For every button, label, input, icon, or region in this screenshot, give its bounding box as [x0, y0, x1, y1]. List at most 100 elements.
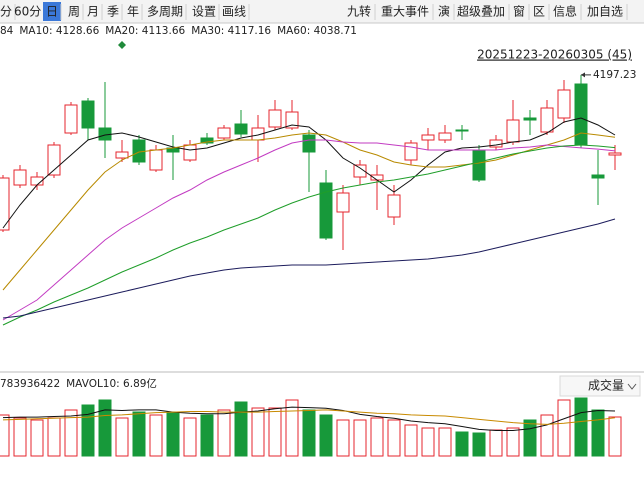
- mavol-line: [2, 406, 616, 431]
- toolbar-tab[interactable]: 画线: [222, 5, 246, 19]
- candle-body: [353, 164, 367, 178]
- volume-bar: [574, 397, 588, 457]
- candle-body: [438, 132, 452, 141]
- candle-body: [336, 192, 350, 213]
- toolbar-button[interactable]: 演: [438, 4, 450, 19]
- toolbar-tab[interactable]: 多周期: [147, 5, 183, 19]
- volume-bar: [47, 417, 61, 457]
- mavol-line: [2, 409, 616, 425]
- ma-line: [2, 139, 616, 321]
- volume-bar: [115, 417, 129, 457]
- volume-bar: [370, 417, 384, 457]
- volume-bar: [268, 407, 282, 457]
- ma-line: [2, 132, 616, 291]
- volume-bar: [166, 411, 180, 457]
- ma-legend: MA60: 4038.71: [277, 25, 357, 37]
- volume-bar: [438, 427, 452, 457]
- volume-bar: [506, 427, 520, 457]
- volume-bar: [302, 409, 316, 457]
- candle-body: [13, 169, 27, 186]
- date-range: 20251223-20260305 (45): [477, 48, 632, 62]
- volume-bar: [98, 399, 112, 457]
- candle-body: [132, 139, 146, 163]
- toolbar-button[interactable]: 信息: [553, 4, 577, 19]
- volume-bar: [591, 409, 605, 457]
- toolbar-tab[interactable]: 年: [127, 5, 139, 19]
- ma-legend: MA30: 4117.16: [191, 25, 271, 37]
- toolbar-tab[interactable]: 分: [0, 5, 12, 19]
- ma-legend: MA20: 4113.66: [105, 25, 185, 37]
- volume-bar: [81, 404, 95, 457]
- volume-bar: [523, 419, 537, 457]
- toolbar-tab[interactable]: 设置: [192, 5, 216, 19]
- candle-body: [523, 117, 537, 121]
- volume-bar: [455, 431, 469, 457]
- toolbar-button[interactable]: 超级叠加: [457, 4, 505, 19]
- volume-bar: [557, 399, 571, 457]
- volume-selector[interactable]: [559, 375, 641, 397]
- volume-selector-label[interactable]: 成交量: [588, 378, 624, 393]
- toolbar-tab[interactable]: 周: [68, 5, 80, 19]
- max-arrow: [581, 72, 585, 78]
- mavol-legend: MAVOL10: 6.89亿: [66, 377, 157, 390]
- candle-body: [200, 137, 214, 144]
- candle-body: [268, 109, 282, 128]
- volume-bar: [234, 401, 248, 457]
- volume-bar: [404, 424, 418, 457]
- volume-bar: [200, 414, 214, 457]
- tab-selected[interactable]: [43, 2, 62, 21]
- candle-body: [540, 107, 554, 133]
- candle-body: [506, 119, 520, 143]
- candle-body: [81, 100, 95, 129]
- ma-legend: 84: [0, 25, 14, 37]
- candle-body: [574, 83, 588, 146]
- volume-bar: [421, 427, 435, 457]
- toolbar-button[interactable]: 重大事件: [381, 5, 429, 19]
- toolbar-button[interactable]: 区: [533, 5, 545, 19]
- toolbar-tab[interactable]: 60分: [14, 5, 41, 19]
- toolbar: [0, 0, 644, 23]
- toolbar-tab[interactable]: 月: [87, 5, 99, 19]
- volume-bar: [472, 432, 486, 457]
- toolbar-tab[interactable]: 季: [107, 5, 119, 19]
- volume-bar: [608, 416, 622, 457]
- volume-bar: [489, 429, 503, 457]
- candle-body: [115, 151, 129, 159]
- volume-bar: [285, 399, 299, 457]
- candle-body: [557, 89, 571, 119]
- dropdown-arrow: [627, 383, 637, 390]
- volume-bar: [540, 414, 554, 457]
- volume-bar: [336, 419, 350, 457]
- toolbar-tab[interactable]: 日: [46, 5, 58, 19]
- candle-body: [455, 129, 469, 132]
- ma-line: [2, 144, 616, 326]
- volume-bar: [319, 414, 333, 457]
- candle-body: [149, 149, 163, 171]
- volume-bar: [183, 417, 197, 457]
- candle-body: [472, 149, 486, 181]
- volume-bar: [149, 414, 163, 457]
- candle-body: [302, 134, 316, 153]
- volume-bar: [132, 411, 146, 457]
- mavol-legend: 783936422: [0, 378, 60, 390]
- candle-body: [98, 127, 112, 141]
- candle-body: [608, 152, 622, 156]
- candle-body: [234, 123, 248, 135]
- volume-bar: [387, 419, 401, 457]
- candle-body: [0, 177, 10, 231]
- toolbar-button[interactable]: 九转: [347, 4, 371, 19]
- volume-bar: [251, 407, 265, 457]
- candle-body: [421, 134, 435, 141]
- volume-bar: [353, 419, 367, 457]
- volume-bar: [0, 414, 10, 457]
- toolbar-button[interactable]: 窗: [513, 5, 525, 19]
- max-label: 4197.23: [593, 69, 636, 81]
- toolbar-button[interactable]: 加自选: [587, 5, 623, 19]
- marker: [118, 41, 126, 49]
- candle-body: [387, 194, 401, 218]
- candle-body: [404, 142, 418, 161]
- volume-bar: [217, 409, 231, 457]
- candle-body: [183, 144, 197, 161]
